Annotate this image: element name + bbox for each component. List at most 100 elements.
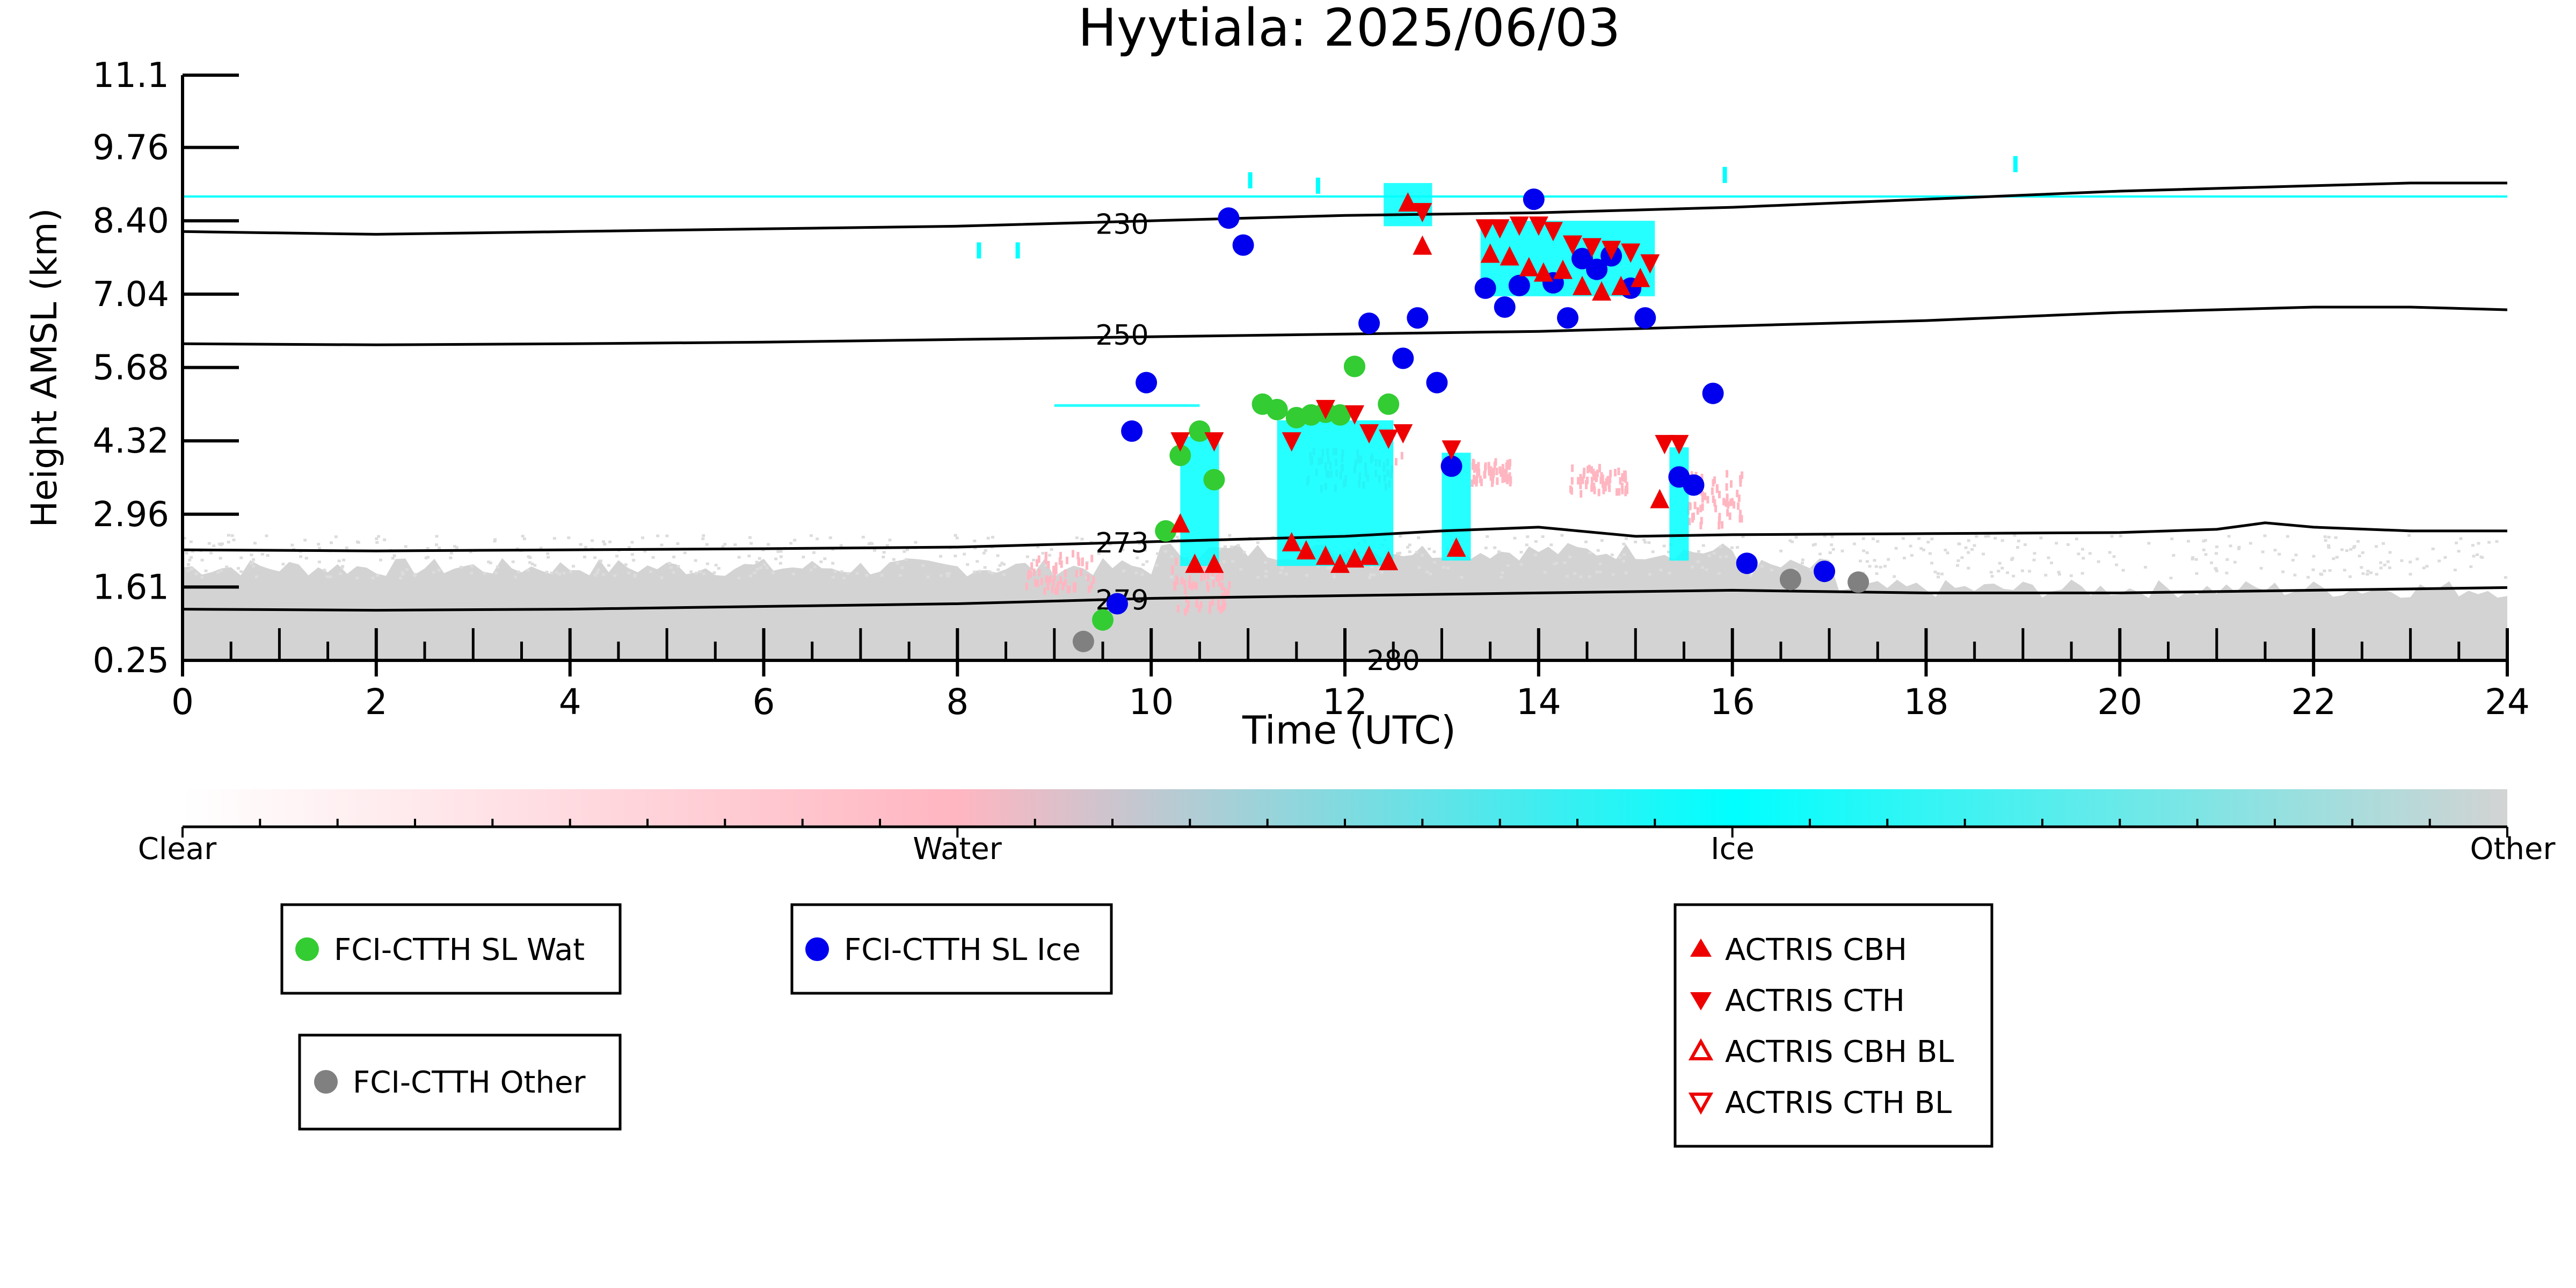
- legend-fci-other: FCI-CTTH Other: [298, 1034, 622, 1131]
- water-speckle: [1029, 570, 1032, 578]
- other-speckle: [984, 549, 987, 552]
- other-speckle: [2011, 557, 2014, 560]
- other-speckle: [1809, 568, 1813, 571]
- water-speckle: [1058, 557, 1061, 565]
- legend-label-fci-other: FCI-CTTH Other: [353, 1065, 586, 1100]
- water-speckle: [1080, 569, 1083, 577]
- other-speckle: [1560, 534, 1564, 537]
- legend-label-fci-ice: FCI-CTTH SL Ice: [844, 933, 1081, 967]
- water-speckle: [1688, 518, 1691, 526]
- water-speckle: [1592, 483, 1596, 491]
- other-speckle: [633, 575, 637, 578]
- y-tick-label: 5.68: [93, 348, 170, 388]
- legend-marker-fci-ice: [805, 937, 829, 961]
- other-speckle: [1425, 570, 1429, 573]
- point-4: [1359, 424, 1379, 444]
- other-speckle: [521, 535, 525, 538]
- other-speckle: [694, 571, 698, 574]
- other-speckle: [694, 559, 697, 562]
- other-speckle: [1584, 540, 1588, 543]
- other-speckle: [676, 565, 680, 568]
- other-speckle: [435, 535, 439, 538]
- other-speckle: [1872, 537, 1875, 541]
- other-speckle: [1811, 543, 1815, 547]
- other-speckle: [435, 543, 438, 547]
- water-speckle: [1472, 460, 1475, 467]
- other-speckle: [1332, 572, 1336, 574]
- water-speckle: [1203, 572, 1206, 580]
- legend-fci-ice: FCI-CTTH SL Ice: [790, 903, 1113, 995]
- other-speckle: [487, 561, 491, 564]
- water-speckle: [1027, 572, 1030, 580]
- other-speckle: [1998, 562, 2002, 565]
- other-speckle: [212, 544, 216, 548]
- point-1: [1683, 474, 1705, 496]
- other-speckle: [963, 552, 966, 556]
- water-speckle: [1223, 601, 1226, 609]
- other-speckle: [2057, 573, 2061, 576]
- water-speckle: [1188, 575, 1191, 583]
- other-speckle: [608, 540, 612, 543]
- other-speckle: [1417, 566, 1421, 569]
- x-tick-label: 10: [1129, 681, 1174, 723]
- water-speckle: [1739, 510, 1742, 518]
- other-speckle: [1967, 566, 1970, 570]
- other-speckle: [2215, 552, 2218, 555]
- contour-label-250: 250: [1095, 319, 1148, 352]
- other-speckle: [1611, 573, 1615, 576]
- other-speckle: [892, 558, 896, 561]
- other-speckle: [660, 576, 664, 579]
- other-speckle: [802, 556, 805, 559]
- other-speckle: [437, 569, 441, 572]
- other-speckle: [900, 566, 904, 569]
- point-4: [1640, 254, 1660, 274]
- other-speckle: [334, 535, 338, 539]
- other-speckle: [1566, 574, 1569, 578]
- water-speckle: [1051, 585, 1054, 593]
- other-speckle: [2293, 573, 2297, 577]
- other-speckle: [1779, 549, 1783, 552]
- other-speckle: [1598, 571, 1602, 574]
- water-speckle: [1626, 482, 1628, 490]
- other-speckle: [323, 569, 326, 572]
- other-speckle: [545, 571, 549, 573]
- point-3: [1315, 545, 1335, 565]
- other-speckle: [1982, 552, 1985, 556]
- other-speckle: [2259, 566, 2263, 570]
- water-speckle: [1617, 467, 1620, 475]
- legend-marker-actris-cbh-bl: [1688, 1038, 1714, 1060]
- other-speckle: [230, 534, 234, 537]
- temperature-contours: 230250273279280: [182, 181, 2508, 677]
- other-speckle: [2016, 546, 2019, 549]
- other-speckle: [251, 561, 254, 564]
- other-speckle: [1893, 575, 1896, 578]
- other-speckle: [1986, 535, 1990, 538]
- water-speckle: [1218, 572, 1221, 580]
- other-speckle: [2504, 576, 2507, 579]
- other-speckle: [493, 540, 497, 543]
- other-speckle: [1801, 558, 1804, 562]
- other-speckle: [379, 558, 382, 562]
- other-speckle: [1513, 536, 1517, 540]
- other-speckle: [1170, 555, 1174, 558]
- other-speckle: [627, 546, 631, 549]
- water-speckle: [1577, 477, 1580, 485]
- other-speckle: [1170, 576, 1174, 579]
- water-speckle: [1199, 601, 1203, 609]
- other-speckle: [1749, 574, 1752, 577]
- other-speckle: [187, 563, 190, 566]
- point-1: [1702, 382, 1724, 404]
- other-speckle: [2327, 546, 2331, 549]
- other-speckle: [1228, 534, 1232, 537]
- other-speckle: [888, 539, 892, 542]
- other-speckle: [2110, 535, 2114, 538]
- other-speckle: [656, 534, 660, 537]
- other-speckle: [1667, 550, 1670, 554]
- other-speckle: [938, 555, 942, 558]
- other-speckle: [2334, 536, 2338, 539]
- water-speckle: [1508, 472, 1511, 480]
- other-speckle: [905, 558, 908, 561]
- other-speckle: [1642, 539, 1646, 541]
- other-speckle: [2191, 557, 2194, 561]
- water-speckle: [1696, 507, 1699, 515]
